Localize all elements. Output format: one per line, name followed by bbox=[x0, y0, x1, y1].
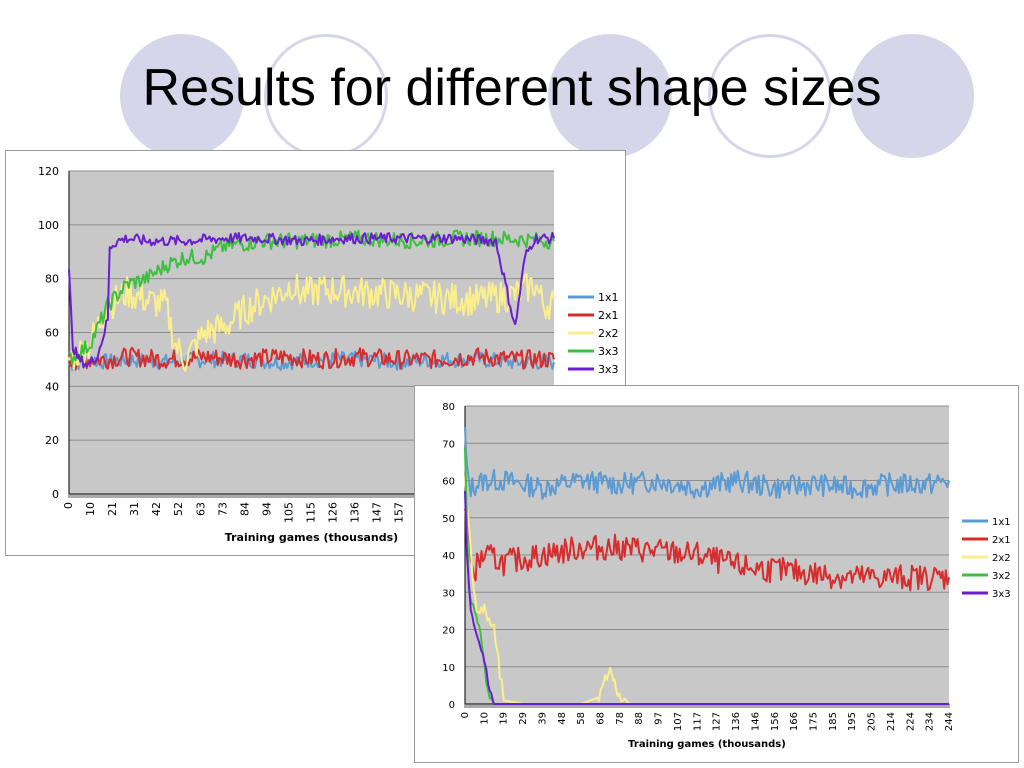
y-tick-label: 60 bbox=[45, 327, 59, 340]
x-tick-label: 84 bbox=[238, 502, 251, 516]
x-tick-label: 117 bbox=[692, 712, 703, 731]
legend-label: 2x1 bbox=[992, 535, 1011, 546]
series-line-2x2-2 bbox=[68, 272, 555, 372]
x-tick-label: 10 bbox=[479, 712, 490, 725]
decorative-circle bbox=[850, 34, 974, 158]
y-tick-label: 20 bbox=[442, 626, 455, 637]
y-tick-label: 40 bbox=[45, 380, 59, 393]
x-tick-label: 48 bbox=[557, 712, 568, 725]
x-tick-label: 136 bbox=[349, 502, 362, 523]
y-tick-label: 80 bbox=[442, 402, 455, 413]
x-tick-label: 166 bbox=[789, 712, 800, 731]
x-tick-label: 78 bbox=[615, 712, 626, 725]
x-tick-label: 185 bbox=[828, 712, 839, 731]
x-tick-label: 195 bbox=[847, 712, 858, 731]
y-tick-label: 40 bbox=[442, 551, 455, 562]
decorative-circle bbox=[548, 34, 672, 158]
y-tick-label: 30 bbox=[442, 588, 455, 599]
x-tick-label: 97 bbox=[654, 712, 665, 725]
y-tick-label: 80 bbox=[45, 273, 59, 286]
x-tick-label: 94 bbox=[260, 502, 273, 516]
y-tick-label: 10 bbox=[442, 663, 455, 674]
y-tick-label: 60 bbox=[442, 477, 455, 488]
x-tick-label: 244 bbox=[944, 712, 955, 731]
x-axis-label: Training games (thousands) bbox=[225, 531, 398, 544]
series-line-1x1-0 bbox=[464, 426, 950, 500]
legend-label: 1x1 bbox=[598, 291, 619, 304]
x-tick-label: 0 bbox=[460, 712, 471, 718]
x-tick-label: 73 bbox=[216, 502, 229, 516]
legend-label: 2x2 bbox=[992, 553, 1011, 564]
x-tick-label: 39 bbox=[537, 712, 548, 725]
legend-label: 3x2 bbox=[992, 571, 1011, 582]
y-tick-label: 20 bbox=[45, 434, 59, 447]
x-tick-label: 136 bbox=[731, 712, 742, 731]
x-tick-label: 224 bbox=[905, 712, 916, 731]
x-tick-label: 42 bbox=[150, 502, 163, 516]
series-line-3x3-4 bbox=[464, 491, 949, 705]
chart-frame-bottom: 0 10 20 30 40 50 60 70 80 0 10 19 29 39 48 58 68 78 88 97 10… bbox=[414, 385, 1019, 763]
x-tick-label: 147 bbox=[371, 502, 384, 523]
x-tick-label: 0 bbox=[62, 502, 75, 509]
x-tick-label: 21 bbox=[106, 502, 119, 516]
x-tick-label: 175 bbox=[808, 712, 819, 731]
x-tick-label: 31 bbox=[128, 502, 141, 516]
legend-label: 3x3 bbox=[992, 589, 1011, 600]
x-tick-label: 52 bbox=[172, 502, 185, 516]
x-tick-label: 105 bbox=[282, 502, 295, 523]
x-tick-label: 127 bbox=[712, 712, 723, 731]
y-tick-label: 100 bbox=[38, 219, 59, 232]
x-tick-label: 19 bbox=[499, 712, 510, 725]
decorative-ring bbox=[264, 34, 388, 158]
y-tick-label: 120 bbox=[38, 165, 59, 178]
x-tick-label: 107 bbox=[673, 712, 684, 731]
legend-label: 2x1 bbox=[598, 309, 619, 322]
legend-label: 3x3 bbox=[598, 345, 619, 358]
y-tick-label: 0 bbox=[52, 488, 59, 501]
x-tick-label: 29 bbox=[518, 712, 529, 725]
x-tick-label: 205 bbox=[867, 712, 878, 731]
x-tick-label: 10 bbox=[84, 502, 97, 516]
x-tick-label: 115 bbox=[305, 502, 318, 523]
chart-bottom: 0 10 20 30 40 50 60 70 80 0 10 19 29 39 48 58 68 78 88 97 10… bbox=[442, 402, 1011, 750]
legend-label: 3x3 bbox=[598, 363, 619, 376]
x-tick-label: 157 bbox=[393, 502, 406, 523]
x-tick-label: 156 bbox=[770, 712, 781, 731]
legend-label: 1x1 bbox=[992, 517, 1011, 528]
series-line-2x1-1 bbox=[68, 346, 555, 371]
y-tick-label: 70 bbox=[442, 439, 455, 450]
x-tick-label: 88 bbox=[634, 712, 645, 725]
x-tick-label: 63 bbox=[194, 502, 207, 516]
decorative-circle bbox=[120, 34, 244, 158]
x-tick-label: 68 bbox=[596, 712, 607, 725]
x-tick-label: 214 bbox=[886, 712, 897, 731]
series-line-2x1-1 bbox=[464, 508, 950, 592]
x-axis-label: Training games (thousands) bbox=[628, 739, 786, 750]
slide-title: Results for different shape sizes bbox=[142, 59, 882, 117]
y-tick-label: 50 bbox=[442, 514, 455, 525]
legend-label: 2x2 bbox=[598, 327, 619, 340]
x-tick-label: 126 bbox=[327, 502, 340, 523]
x-tick-label: 146 bbox=[750, 712, 761, 731]
x-tick-label: 234 bbox=[925, 712, 936, 731]
series-line-3x3-4 bbox=[68, 231, 555, 369]
y-tick-label: 0 bbox=[449, 700, 455, 711]
decorative-ring bbox=[708, 34, 832, 158]
x-tick-label: 58 bbox=[576, 712, 587, 725]
